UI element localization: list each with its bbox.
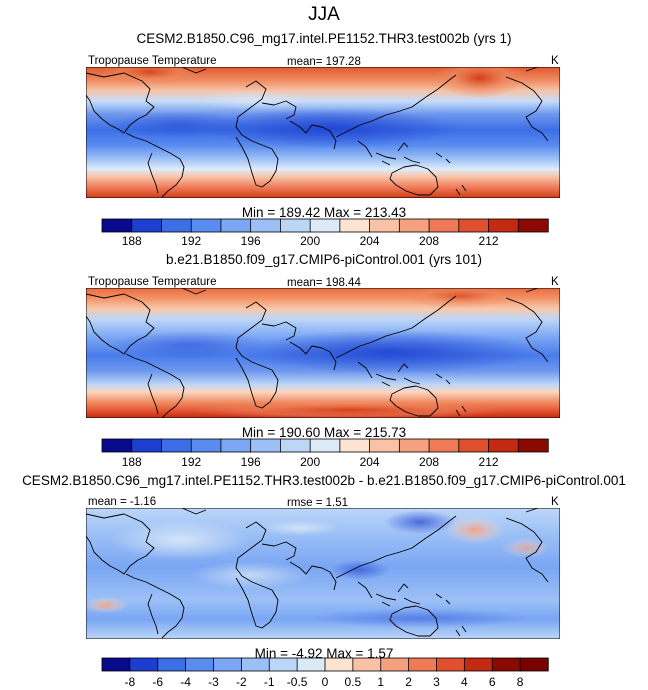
colorbar-swatch: [408, 657, 438, 672]
colorbar-tick-label: 212: [479, 455, 499, 469]
colorbar-swatch: [324, 657, 354, 672]
colorbar-swatch: [369, 438, 401, 453]
figure-title: JJA: [308, 4, 340, 25]
colorbar-swatch: [398, 438, 430, 453]
colorbar-swatch: [131, 218, 163, 233]
panel-2-mean-label: mean= 198.44: [287, 277, 361, 289]
colorbar-tick-label: 0.5: [345, 675, 362, 689]
colorbar-tick-label: 0: [322, 675, 329, 689]
colorbar-swatch: [131, 438, 163, 453]
colorbar-swatch: [458, 218, 490, 233]
colorbar-swatch: [309, 218, 341, 233]
colorbar-tick-label: 204: [360, 455, 380, 469]
colorbar-tick-label: -1: [264, 675, 275, 689]
colorbar-swatch: [339, 438, 371, 453]
panel-2-case-title: b.e21.B1850.f09_g17.CMIP6-piControl.001 …: [166, 252, 482, 267]
colorbar-tick-label: 6: [489, 675, 496, 689]
panel-1-mean-label: mean= 197.28: [287, 56, 361, 68]
panel-3-case-title: CESM2.B1850.C96_mg17.intel.PE1152.THR3.t…: [22, 473, 626, 488]
colorbar-tick-label: 208: [419, 234, 439, 248]
colorbar-swatch: [185, 657, 215, 672]
colorbar-swatch: [339, 218, 371, 233]
colorbar-swatch: [463, 657, 493, 672]
colorbar-tick-label: 3: [433, 675, 440, 689]
colorbar-swatch: [213, 657, 243, 672]
panel-3-mean-label: mean = -1.16: [88, 496, 157, 508]
panel-2-variable-label: Tropopause Temperature: [88, 276, 217, 288]
colorbar-tick-label: -0.5: [287, 675, 308, 689]
colorbar-swatch: [157, 657, 187, 672]
colorbar-swatch: [220, 438, 252, 453]
colorbar-swatch: [220, 218, 252, 233]
panel-2-map: [86, 288, 560, 418]
colorbar-swatch: [296, 657, 326, 672]
colorbar-tick-label: -6: [152, 675, 163, 689]
panel-1-minmax: Min = 189.42 Max = 213.43: [241, 205, 407, 220]
colorbar-tick-label: 196: [241, 234, 261, 248]
panel-1-case-title: CESM2.B1850.C96_mg17.intel.PE1152.THR3.t…: [136, 31, 512, 46]
colorbar-swatch: [428, 218, 460, 233]
colorbar-swatch: [129, 657, 159, 672]
colorbar-swatch: [458, 438, 490, 453]
colorbar-tick-label: 200: [300, 234, 320, 248]
panel-2-colorbar: 188 192 196 200 204 208 212: [101, 438, 549, 469]
panel-1-map: [86, 67, 560, 198]
colorbar-tick-label: 204: [360, 234, 380, 248]
colorbar-swatch: [268, 657, 298, 672]
colorbar-tick-label: 192: [181, 234, 201, 248]
colorbar-swatch: [240, 657, 270, 672]
panel-1-variable-label: Tropopause Temperature: [88, 55, 217, 67]
panel-3-map: [86, 508, 560, 639]
colorbar-tick-label: 208: [419, 455, 439, 469]
colorbar-swatch: [309, 438, 341, 453]
colorbar-tick-label: 200: [300, 455, 320, 469]
colorbar-tick-label: 2: [405, 675, 412, 689]
colorbar-swatch: [517, 438, 549, 453]
panel-3-minmax: Min = -4.92 Max = 1.57: [254, 646, 394, 661]
panel-3-units-label: K: [551, 496, 559, 508]
colorbar-swatch: [190, 438, 222, 453]
colorbar-swatch: [488, 218, 519, 233]
colorbar-swatch: [398, 218, 430, 233]
colorbar-swatch: [517, 218, 549, 233]
colorbar-swatch: [428, 438, 460, 453]
colorbar-swatch: [279, 438, 311, 453]
colorbar-tick-label: -2: [236, 675, 247, 689]
colorbar-swatch: [250, 438, 282, 453]
colorbar-tick-label: 212: [479, 234, 499, 248]
colorbar-swatch: [491, 657, 521, 672]
colorbar-swatch: [161, 218, 192, 233]
colorbar-swatch: [352, 657, 382, 672]
panel-2-units-label: K: [551, 276, 559, 288]
colorbar-tick-label: 188: [122, 234, 142, 248]
colorbar-tick-label: -4: [180, 675, 191, 689]
panel-1-colorbar: 188 192 196 200 204 208 212: [101, 218, 549, 248]
colorbar-swatch: [101, 218, 133, 233]
panel-3-colorbar: -8 -6 -4 -3 -2 -1 -0.5 0 0.5 1 2 3 4 6 8: [101, 657, 549, 689]
colorbar-swatch: [436, 657, 466, 672]
colorbar-swatch: [380, 657, 410, 672]
colorbar-tick-label: 4: [461, 675, 468, 689]
colorbar-tick-label: 8: [517, 675, 524, 689]
colorbar-swatch: [488, 438, 519, 453]
panel-1-units-label: K: [551, 55, 559, 67]
colorbar-swatch: [250, 218, 282, 233]
colorbar-swatch: [279, 218, 311, 233]
colorbar-swatch: [101, 438, 133, 453]
panel-2-minmax: Min = 190.60 Max = 215.73: [241, 425, 407, 440]
colorbar-swatch: [369, 218, 401, 233]
colorbar-tick-label: -3: [208, 675, 219, 689]
colorbar-tick-label: 1: [377, 675, 384, 689]
panel-3-rmse-label: rmse = 1.51: [287, 497, 349, 509]
colorbar-swatch: [519, 657, 549, 672]
colorbar-swatch: [190, 218, 222, 233]
colorbar-tick-label: -8: [125, 675, 136, 689]
colorbar-tick-label: 188: [122, 455, 142, 469]
colorbar-swatch: [101, 657, 131, 672]
colorbar-tick-label: 196: [241, 455, 261, 469]
colorbar-swatch: [161, 438, 192, 453]
colorbar-tick-label: 192: [181, 455, 201, 469]
